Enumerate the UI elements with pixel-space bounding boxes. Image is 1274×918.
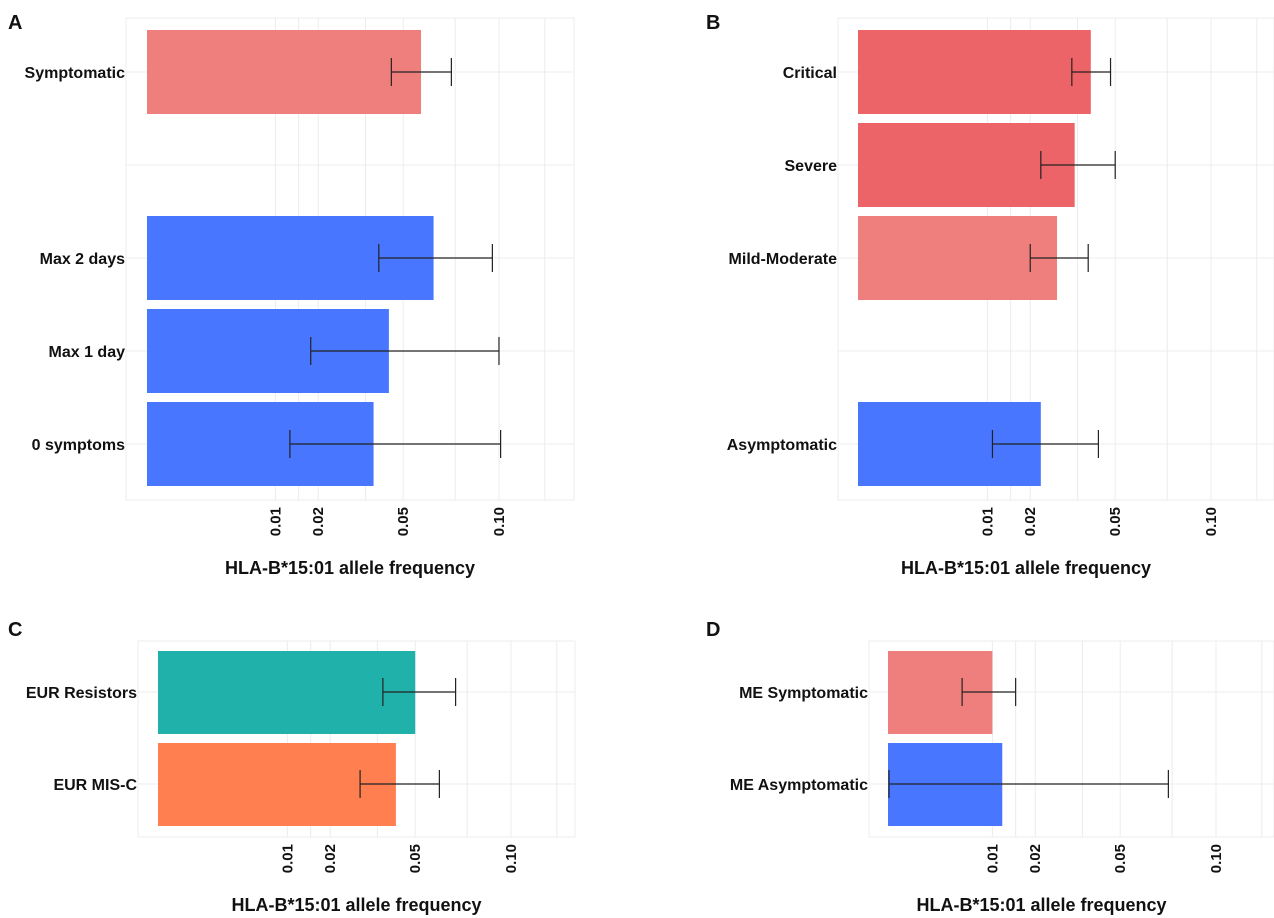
x-tick-label: 0.10 xyxy=(1203,507,1220,536)
x-tick-label: 0.02 xyxy=(1022,507,1039,536)
panel-letter: A xyxy=(8,12,22,34)
category-label: EUR Resistors xyxy=(26,685,137,702)
category-label: Mild-Moderate xyxy=(729,251,838,268)
panel-letter: C xyxy=(8,619,22,641)
category-label: Asymptomatic xyxy=(727,437,837,454)
bar xyxy=(158,651,416,734)
error-bar xyxy=(378,244,493,272)
x-tick-label: 0.05 xyxy=(395,507,412,536)
x-tick-label: 0.10 xyxy=(1208,844,1225,873)
x-tick-label: 0.10 xyxy=(491,507,508,536)
error-bar xyxy=(1040,151,1116,179)
category-label: ME Asymptomatic xyxy=(730,777,868,794)
category-label: Severe xyxy=(785,158,838,175)
bar xyxy=(858,123,1075,207)
panel-letter: D xyxy=(706,619,720,641)
error-bar xyxy=(390,58,452,86)
x-tick-label: 0.05 xyxy=(1112,844,1129,873)
panel-D: D ME Symptomatic ME Asymptomatic 0.01 0.02 0.… xyxy=(706,619,1274,915)
panel-letter: B xyxy=(706,12,720,34)
x-tick-label: 0.05 xyxy=(407,844,424,873)
x-tick-label: 0.02 xyxy=(1027,844,1044,873)
category-label: ME Symptomatic xyxy=(739,685,868,702)
error-bar xyxy=(359,770,440,798)
error-bar xyxy=(382,678,457,706)
x-tick-label: 0.01 xyxy=(279,844,296,873)
panel-A: A Symptomatic Max 2 days Max 1 day 0 symptom… xyxy=(8,12,575,578)
error-bar xyxy=(888,770,1169,798)
category-label: 0 symptoms xyxy=(32,437,125,454)
x-tick-label: 0.01 xyxy=(984,844,1001,873)
error-bar xyxy=(1071,58,1112,86)
category-label: Max 1 day xyxy=(49,344,126,361)
panel-C: C EUR Resistors EUR MIS-C 0.01 0.02 0.05 0.10 H… xyxy=(8,619,576,915)
x-axis-label: HLA-B*15:01 allele frequency xyxy=(916,895,1166,915)
panel-B: B Critical Severe Mild-Moderate Asymptomatic… xyxy=(706,12,1274,578)
x-tick-label: 0.01 xyxy=(267,507,284,536)
bar xyxy=(858,216,1058,300)
x-axis-label: HLA-B*15:01 allele frequency xyxy=(231,895,481,915)
error-bar xyxy=(310,337,500,365)
category-label: EUR MIS-C xyxy=(53,777,137,794)
x-axis-label: HLA-B*15:01 allele frequency xyxy=(225,558,475,578)
x-tick-label: 0.05 xyxy=(1107,507,1124,536)
x-tick-label: 0.10 xyxy=(503,844,520,873)
x-tick-label: 0.02 xyxy=(310,507,327,536)
error-bar xyxy=(991,430,1100,458)
error-bar xyxy=(289,430,502,458)
category-label: Critical xyxy=(783,65,837,82)
bar xyxy=(158,743,396,826)
category-label: Symptomatic xyxy=(25,65,126,82)
x-tick-label: 0.01 xyxy=(979,507,996,536)
x-tick-label: 0.02 xyxy=(322,844,339,873)
category-label: Max 2 days xyxy=(40,251,125,268)
bar xyxy=(858,30,1091,114)
error-bar xyxy=(961,678,1017,706)
x-axis-label: HLA-B*15:01 allele frequency xyxy=(901,558,1151,578)
error-bar xyxy=(1029,244,1089,272)
bar xyxy=(147,30,422,114)
